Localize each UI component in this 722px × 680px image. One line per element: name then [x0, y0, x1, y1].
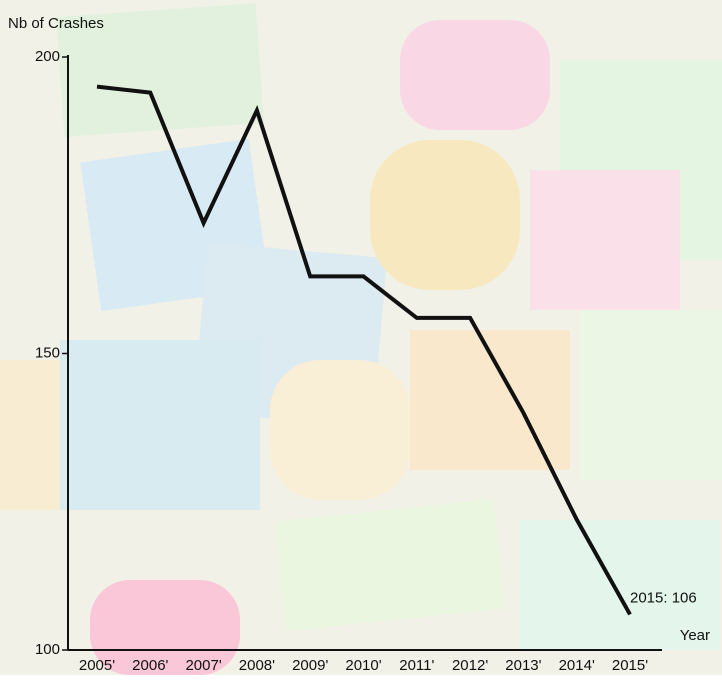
- y-axis-label: Nb of Crashes: [8, 15, 104, 32]
- chart: Nb of Crashes Year 100 150 200 2005' 2006' 20…: [0, 0, 722, 675]
- y-tick-label: 200: [35, 48, 60, 65]
- x-tick-label: 2005': [79, 657, 115, 674]
- x-tick-label: 2009': [292, 657, 328, 674]
- x-tick-label: 2015': [612, 657, 648, 674]
- x-tick-label: 2013': [505, 657, 541, 674]
- x-tick-label: 2014': [559, 657, 595, 674]
- x-tick-label: 2012': [452, 657, 488, 674]
- x-tick-label: 2007': [185, 657, 221, 674]
- x-axis-label: Year: [680, 627, 710, 644]
- x-tick-label: 2008': [239, 657, 275, 674]
- y-tick-label: 150: [35, 344, 60, 361]
- x-tick-label: 2011': [399, 657, 434, 674]
- background: [0, 0, 722, 675]
- y-tick-label: 100: [35, 641, 60, 658]
- value-label: 2015: 106: [630, 589, 697, 606]
- page: {"chart_data": {"type": "line", "y_label…: [0, 0, 722, 680]
- x-tick-label: 2010': [345, 657, 381, 674]
- x-tick-label: 2006': [132, 657, 168, 674]
